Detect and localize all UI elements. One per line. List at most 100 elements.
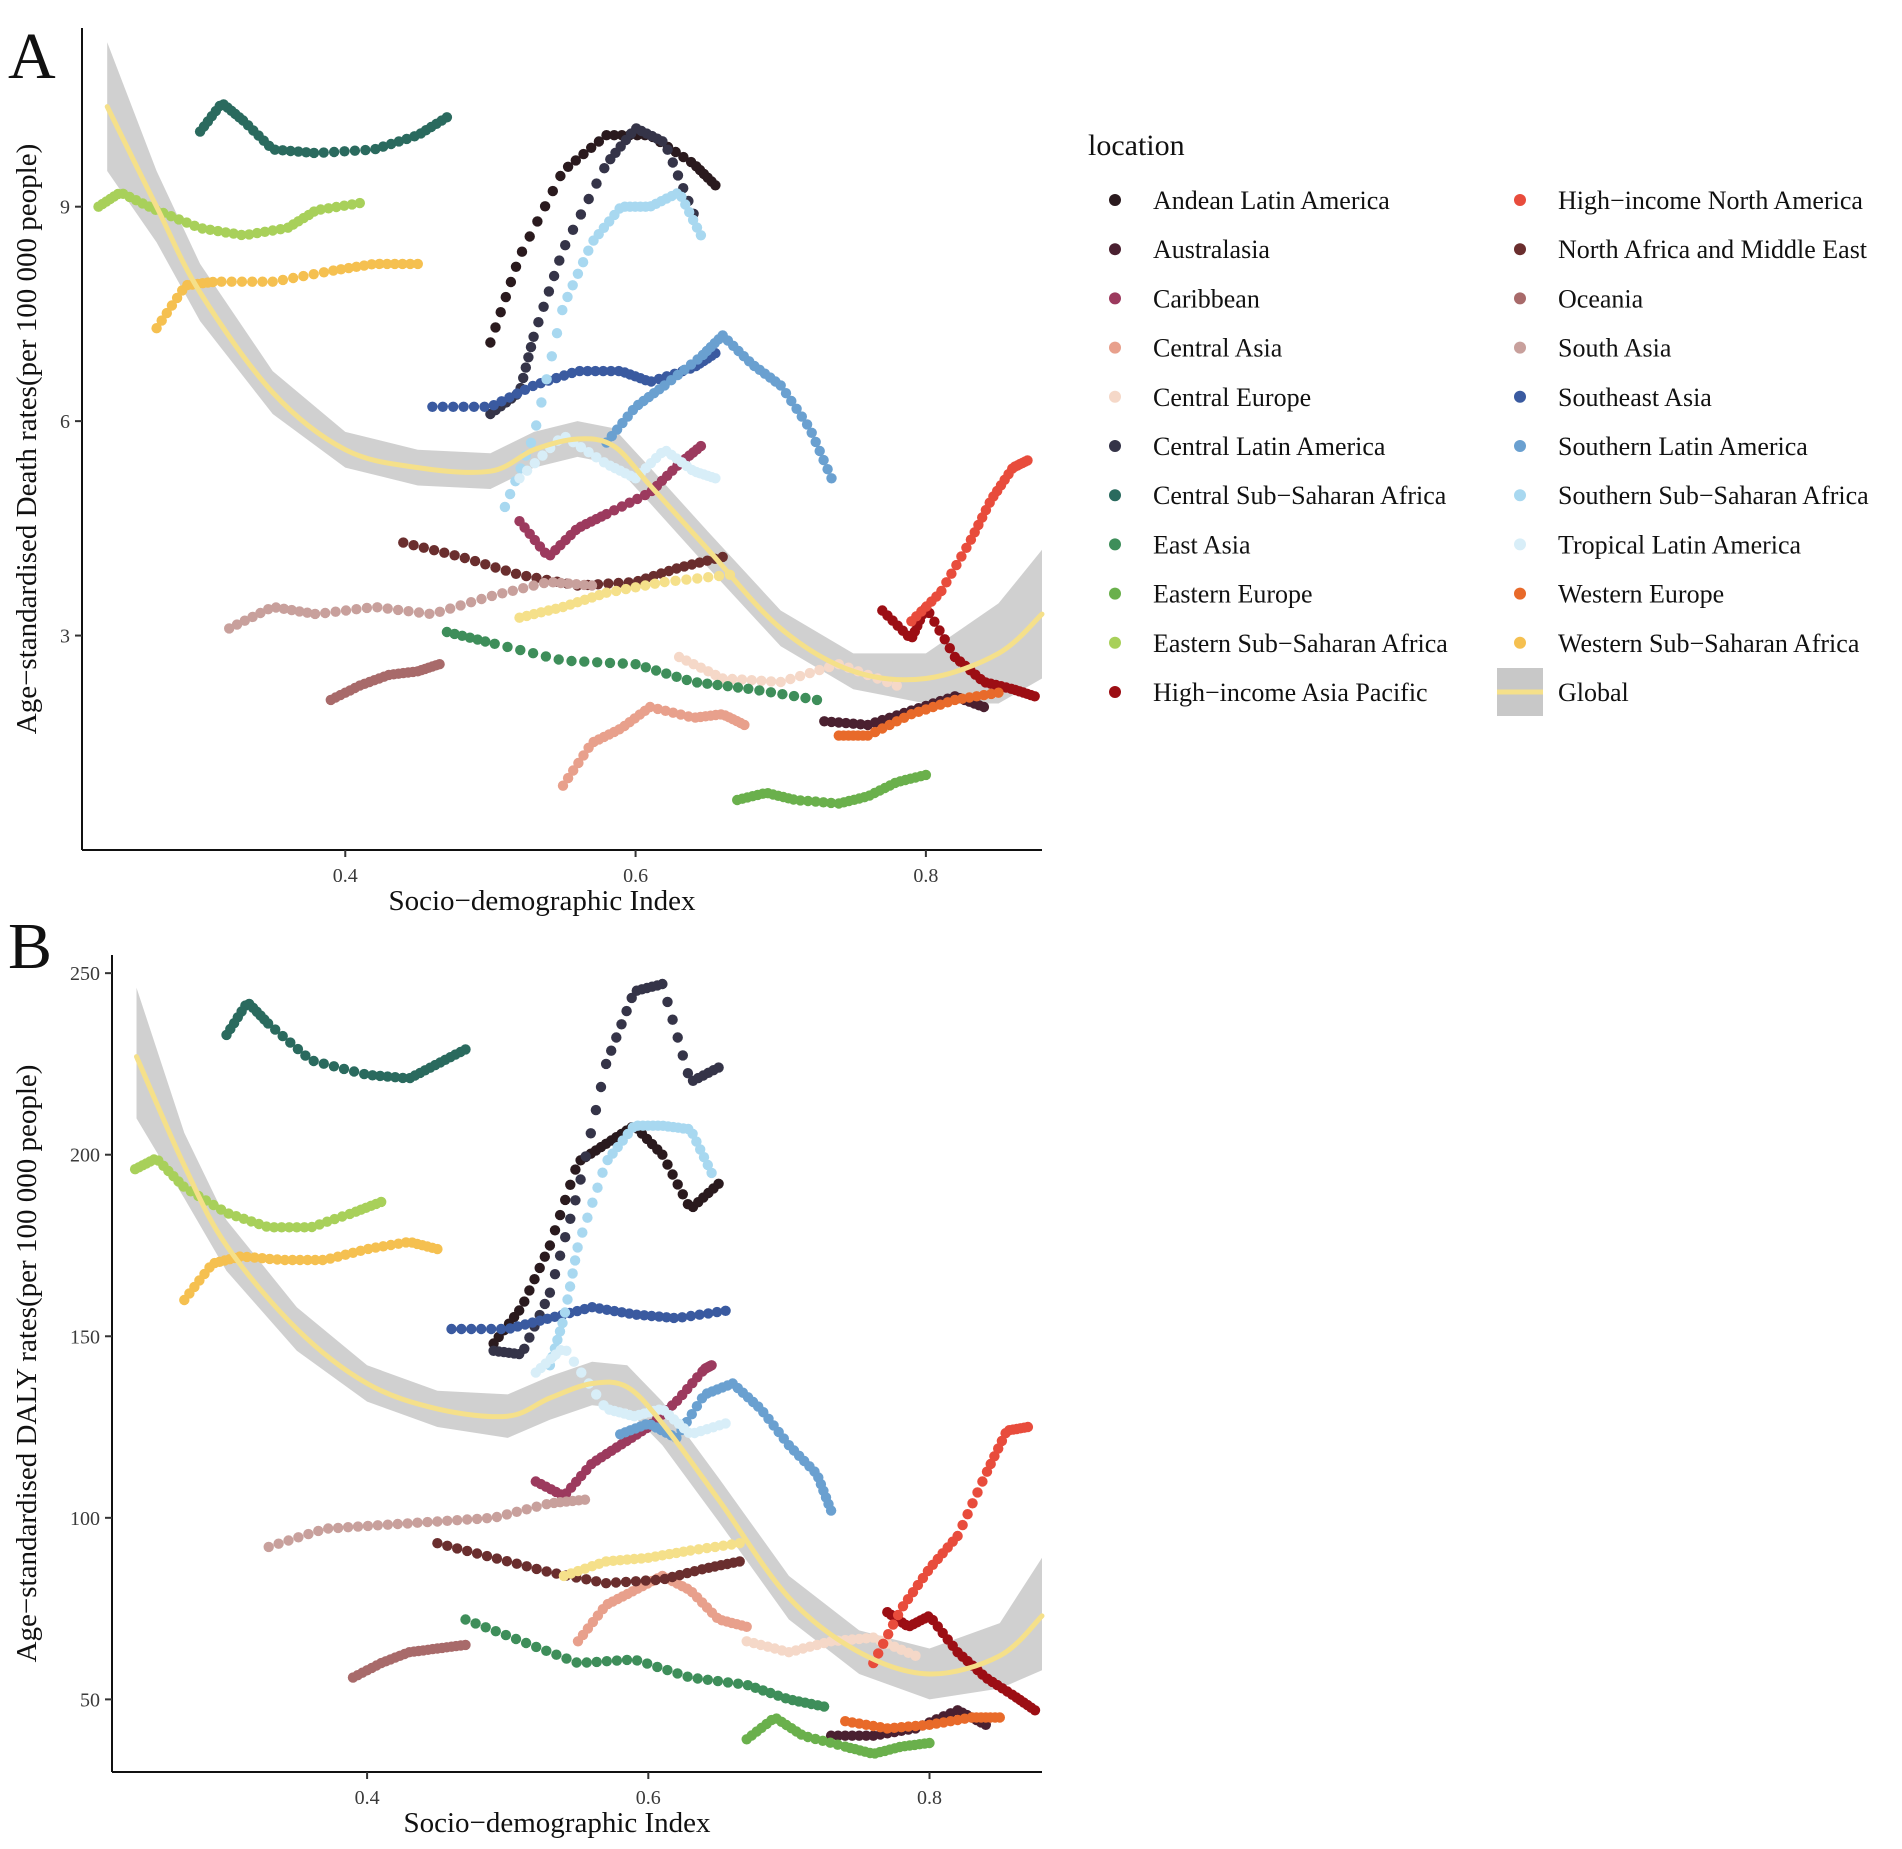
data-point <box>609 130 620 141</box>
y-tick-label: 200 <box>70 1145 100 1167</box>
data-point <box>490 322 501 333</box>
data-point <box>262 1018 274 1029</box>
data-point <box>956 551 967 562</box>
data-point <box>630 659 641 670</box>
data-point <box>736 674 748 685</box>
data-point <box>591 1656 602 1668</box>
data-point <box>575 1174 586 1185</box>
data-point <box>359 1068 370 1080</box>
series-andean-latin-america <box>485 130 721 348</box>
data-point <box>667 1014 678 1025</box>
data-point <box>370 143 381 155</box>
data-point <box>496 396 507 407</box>
data-point <box>929 616 940 627</box>
data-point <box>241 1251 253 1263</box>
data-point <box>512 388 523 399</box>
data-point <box>519 384 531 395</box>
data-point <box>448 401 459 412</box>
data-point <box>328 146 340 158</box>
data-point <box>702 1159 713 1171</box>
data-point <box>667 1169 678 1180</box>
data-point <box>323 1523 334 1534</box>
x-tick-label: 0.4 <box>333 865 358 887</box>
data-point <box>549 1269 561 1280</box>
legend-item-western-sub-saharan-africa: Western Sub−Saharan Africa <box>1514 629 1860 658</box>
data-point <box>570 1164 581 1175</box>
data-point <box>695 1144 706 1155</box>
data-point <box>166 300 178 311</box>
data-point <box>385 138 397 150</box>
data-point <box>672 1032 683 1043</box>
data-point <box>734 1538 745 1549</box>
data-point <box>348 1066 360 1077</box>
data-point <box>442 1515 453 1527</box>
data-point <box>575 442 587 453</box>
data-point <box>579 656 590 667</box>
data-point <box>520 362 531 373</box>
data-point <box>534 1262 545 1274</box>
data-point <box>504 392 515 403</box>
data-point <box>567 280 578 291</box>
data-point <box>662 996 673 1008</box>
data-point <box>521 570 532 582</box>
data-point <box>668 1312 680 1324</box>
data-point <box>732 682 744 693</box>
data-point <box>458 401 469 412</box>
legend-item-high-income-asia-pacific: High−income Asia Pacific <box>1109 678 1428 707</box>
data-point <box>156 315 167 326</box>
data-point <box>480 636 491 647</box>
data-point <box>547 185 558 197</box>
data-point <box>165 211 177 222</box>
data-point <box>269 144 281 155</box>
series-tropical-latin-america <box>514 431 721 484</box>
data-point <box>270 602 282 613</box>
data-point <box>555 577 566 589</box>
data-point <box>516 246 528 257</box>
data-point <box>617 658 628 669</box>
data-point <box>878 1638 889 1650</box>
data-point <box>403 606 414 617</box>
data-point <box>537 450 548 461</box>
data-point <box>624 497 635 508</box>
data-point <box>703 1308 714 1319</box>
data-point <box>684 207 695 218</box>
data-point <box>642 1658 653 1669</box>
data-point <box>173 214 185 225</box>
data-point <box>514 473 525 484</box>
legend-swatch <box>1514 538 1526 551</box>
data-point <box>775 676 786 688</box>
data-point <box>460 1639 471 1651</box>
data-point <box>800 692 811 704</box>
data-point <box>756 675 767 686</box>
legend-label: Eastern Sub−Saharan Africa <box>1153 629 1448 658</box>
data-point <box>672 170 684 181</box>
data-point <box>308 147 320 159</box>
series-central-europe <box>741 1632 921 1662</box>
data-point <box>712 679 723 691</box>
data-point <box>541 1645 552 1657</box>
series-oceania <box>347 1639 471 1683</box>
data-point <box>486 1323 497 1335</box>
data-point <box>775 380 786 391</box>
data-point <box>601 130 612 141</box>
data-point <box>825 797 837 809</box>
data-point <box>722 681 733 692</box>
data-point <box>677 1050 688 1061</box>
data-point <box>405 258 416 270</box>
legend-swatch <box>1109 341 1121 354</box>
data-point <box>579 579 590 591</box>
data-point <box>586 142 597 153</box>
data-point <box>685 1545 696 1556</box>
data-point <box>343 262 354 274</box>
data-point <box>460 1044 471 1055</box>
data-point <box>694 1309 705 1320</box>
data-point <box>207 276 219 288</box>
data-point <box>501 1556 513 1567</box>
data-point <box>582 1212 593 1223</box>
data-point <box>681 674 692 686</box>
data-point <box>563 578 574 589</box>
data-point <box>528 331 539 342</box>
data-point <box>620 583 632 595</box>
data-point <box>560 1232 571 1243</box>
legend-swatch <box>1514 292 1526 305</box>
